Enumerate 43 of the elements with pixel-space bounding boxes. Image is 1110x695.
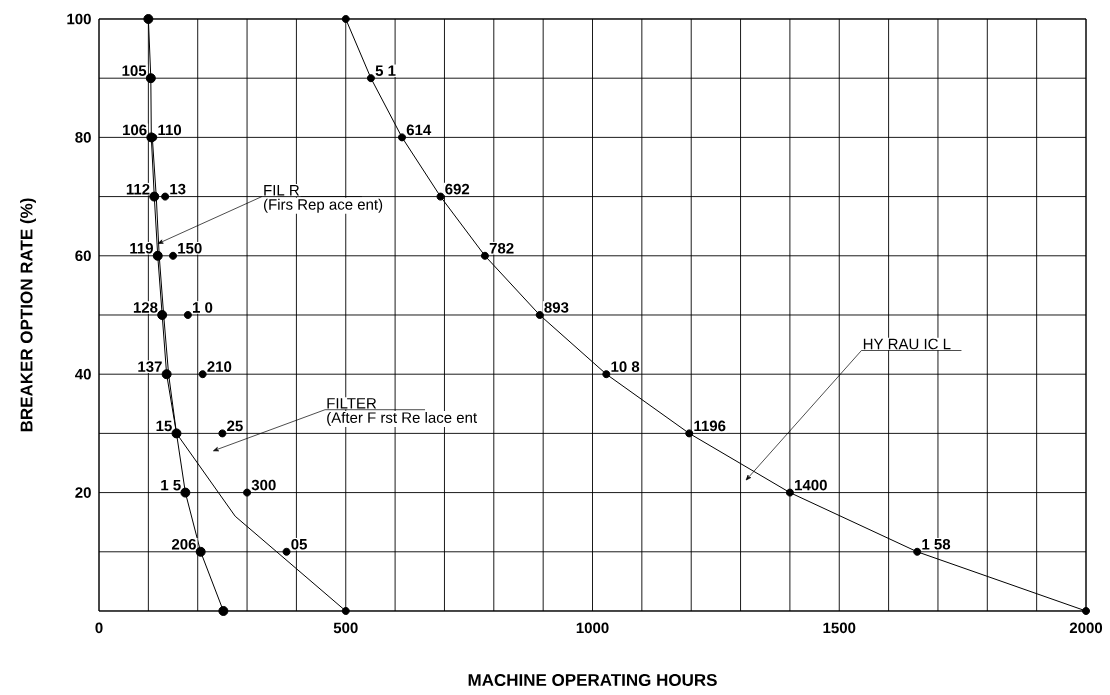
annotation: FILTER <box>327 398 377 409</box>
annotation: 614 <box>406 124 432 136</box>
annotation: 15 <box>156 420 172 432</box>
annotation: 112 <box>126 183 150 195</box>
annotation: 692 <box>445 183 470 195</box>
x-tick-label: 1500 <box>823 622 856 634</box>
annotation: 1196 <box>694 420 726 432</box>
annotation: 10 8 <box>611 361 640 372</box>
annotation: 119 <box>130 242 153 254</box>
annotation: 210 <box>207 361 232 372</box>
annotation: HY RAU IC L <box>863 338 951 350</box>
annotation: 782 <box>489 242 514 254</box>
x-tick-label: 500 <box>333 622 358 634</box>
annotation: (After F rst Re lace ent <box>327 411 477 426</box>
annotation: 137 <box>138 361 162 372</box>
annotation: 13 <box>170 183 186 195</box>
annotation: 05 <box>291 538 307 550</box>
annotation: 1 5 <box>161 479 181 491</box>
annotation: 1400 <box>795 479 827 491</box>
annotation: (Firs Rep ace ent) <box>263 198 383 213</box>
annotation: 893 <box>544 302 569 313</box>
annotation: 150 <box>178 242 202 254</box>
annotation: 25 <box>227 420 243 432</box>
annotation: FIL R <box>264 185 300 196</box>
x-tick-label: 2000 <box>1069 622 1103 634</box>
annotation: 1 58 <box>922 538 951 550</box>
y-tick-label: 40 <box>75 368 91 380</box>
annotation: 300 <box>251 479 276 491</box>
annotation: 1 0 <box>192 302 213 313</box>
y-tick-label: 60 <box>75 250 91 262</box>
annotation: 5 1 <box>375 65 396 76</box>
annotation: 128 <box>133 302 158 313</box>
x-tick-label: 0 <box>95 622 103 634</box>
annotation: 206 <box>171 538 196 550</box>
annotation: 110 <box>158 124 182 136</box>
y-axis-title: BREAKER OPTION RATE (%) <box>20 198 36 432</box>
y-tick-label: 100 <box>67 13 91 25</box>
x-axis-title: MACHINE OPERATING HOURS <box>468 673 717 687</box>
annotation: 105 <box>122 65 147 76</box>
y-tick-label: 80 <box>75 132 91 143</box>
x-tick-label: 1000 <box>576 622 609 634</box>
annotation: 106 <box>123 124 147 136</box>
y-tick-label: 20 <box>75 487 91 498</box>
